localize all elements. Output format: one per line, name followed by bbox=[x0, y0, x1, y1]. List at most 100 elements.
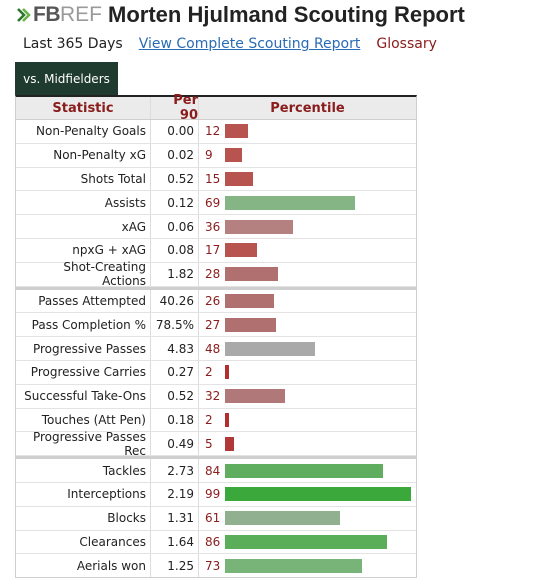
table-row: Non-Penalty xG 0.02 9 bbox=[16, 143, 416, 168]
percentile-bar bbox=[225, 219, 293, 234]
stat-name: Progressive Passes Rec bbox=[16, 430, 151, 458]
stat-name: Tackles bbox=[16, 459, 151, 482]
per90-value: 78.5% bbox=[151, 313, 199, 337]
percentile-value: 26 bbox=[205, 293, 221, 308]
stat-name: Shot-Creating Actions bbox=[16, 260, 151, 288]
percentile-value: 48 bbox=[205, 341, 221, 356]
table-row: Touches (Att Pen) 0.18 2 bbox=[16, 408, 416, 433]
percentile-value: 36 bbox=[205, 219, 221, 234]
column-header-statistic[interactable]: Statistic bbox=[16, 97, 151, 119]
percentile-value: 5 bbox=[205, 436, 213, 451]
percentile-value: 17 bbox=[205, 243, 221, 258]
table-row: Interceptions 2.19 99 bbox=[16, 482, 416, 507]
percentile-cell: 61 bbox=[199, 507, 416, 530]
percentile-value: 32 bbox=[205, 389, 221, 404]
table-row: Progressive Passes Rec 0.49 5 bbox=[16, 430, 416, 458]
logo-fb-text: FB bbox=[33, 3, 61, 26]
per90-value: 2.19 bbox=[151, 482, 199, 506]
percentile-value: 9 bbox=[205, 148, 213, 163]
time-range-label: Last 365 Days bbox=[23, 36, 123, 52]
percentile-value: 15 bbox=[205, 171, 221, 186]
tab-vs-midfielders[interactable]: vs. Midfielders bbox=[15, 62, 118, 95]
percentile-bar bbox=[225, 317, 276, 332]
percentile-value: 2 bbox=[205, 412, 213, 427]
fbref-logo[interactable]: FB REF bbox=[16, 3, 108, 27]
per90-value: 0.52 bbox=[151, 167, 199, 191]
stat-name: Successful Take-Ons bbox=[16, 384, 151, 408]
percentile-value: 69 bbox=[205, 195, 221, 210]
percentile-cell: 5 bbox=[199, 432, 416, 455]
per90-value: 0.27 bbox=[151, 360, 199, 384]
percentile-value: 28 bbox=[205, 267, 221, 282]
percentile-bar bbox=[225, 436, 234, 451]
percentile-bar bbox=[225, 365, 229, 380]
percentile-value: 2 bbox=[205, 365, 213, 380]
percentile-cell: 12 bbox=[199, 120, 416, 143]
table-row: Shots Total 0.52 15 bbox=[16, 167, 416, 192]
percentile-value: 86 bbox=[205, 534, 221, 549]
percentile-cell: 17 bbox=[199, 239, 416, 262]
table-header: Statistic Per 90 Percentile bbox=[16, 93, 416, 123]
per90-value: 0.02 bbox=[151, 143, 199, 167]
percentile-bar bbox=[225, 267, 278, 282]
per90-value: 0.12 bbox=[151, 191, 199, 215]
percentile-cell: 84 bbox=[199, 459, 416, 482]
stat-name: Assists bbox=[16, 191, 151, 215]
percentile-value: 27 bbox=[205, 317, 221, 332]
percentile-bar bbox=[225, 511, 340, 526]
stat-name: Progressive Passes bbox=[16, 337, 151, 360]
table-row: Assists 0.12 69 bbox=[16, 191, 416, 216]
percentile-cell: 36 bbox=[199, 215, 416, 238]
percentile-bar bbox=[225, 171, 253, 186]
percentile-value: 12 bbox=[205, 124, 221, 139]
table-row: Blocks 1.31 61 bbox=[16, 506, 416, 531]
column-header-percentile[interactable]: Percentile bbox=[270, 100, 345, 116]
per90-value: 2.73 bbox=[151, 459, 199, 482]
percentile-cell: 86 bbox=[199, 531, 416, 554]
per90-value: 0.08 bbox=[151, 238, 199, 262]
stat-name: Passes Attempted bbox=[16, 289, 151, 313]
percentile-bar bbox=[225, 558, 362, 573]
per90-value: 0.06 bbox=[151, 215, 199, 238]
percentile-bar bbox=[225, 389, 285, 404]
percentile-bar bbox=[225, 148, 242, 163]
percentile-value: 99 bbox=[205, 487, 221, 502]
percentile-cell: 15 bbox=[199, 168, 416, 191]
table-row: Clearances 1.64 86 bbox=[16, 530, 416, 555]
per90-value: 4.83 bbox=[151, 337, 199, 360]
stat-name: Non-Penalty Goals bbox=[16, 120, 151, 143]
percentile-cell: 27 bbox=[199, 313, 416, 336]
percentile-value: 73 bbox=[205, 558, 221, 573]
percentile-cell: 26 bbox=[199, 290, 416, 313]
percentile-bar bbox=[225, 412, 229, 427]
fbref-logo-icon bbox=[16, 7, 32, 23]
per90-value: 0.00 bbox=[151, 120, 199, 143]
table-body: Non-Penalty Goals 0.00 12 Non-Penalty xG 0.0… bbox=[16, 120, 416, 578]
column-header-per90[interactable]: Per 90 bbox=[151, 93, 199, 123]
page-header: FB REF Morten Hjulmand Scouting Report bbox=[16, 2, 465, 28]
percentile-bar bbox=[225, 487, 411, 502]
percentile-bar bbox=[225, 195, 355, 210]
per90-value: 0.52 bbox=[151, 384, 199, 408]
percentile-cell: 73 bbox=[199, 554, 416, 577]
logo-ref-text: REF bbox=[60, 3, 102, 26]
percentile-cell: 32 bbox=[199, 385, 416, 408]
table-row: npxG + xAG 0.08 17 bbox=[16, 238, 416, 263]
stat-name: xAG bbox=[16, 215, 151, 238]
glossary-link[interactable]: Glossary bbox=[376, 36, 437, 52]
percentile-bar bbox=[225, 463, 383, 478]
stat-name: Non-Penalty xG bbox=[16, 143, 151, 167]
percentile-bar bbox=[225, 341, 315, 356]
per90-value: 0.18 bbox=[151, 408, 199, 432]
percentile-value: 61 bbox=[205, 511, 221, 526]
scouting-table: Statistic Per 90 Percentile Non-Penalty … bbox=[15, 93, 417, 578]
percentile-bar bbox=[225, 293, 274, 308]
table-row: Aerials won 1.25 73 bbox=[16, 554, 416, 578]
table-row: Passes Attempted 40.26 26 bbox=[16, 286, 416, 314]
table-row: xAG 0.06 36 bbox=[16, 215, 416, 239]
complete-report-link[interactable]: View Complete Scouting Report bbox=[138, 36, 361, 52]
subnav: Last 365 Days View Complete Scouting Rep… bbox=[23, 36, 437, 52]
stat-name: Shots Total bbox=[16, 167, 151, 191]
percentile-value: 84 bbox=[205, 463, 221, 478]
percentile-cell: 2 bbox=[199, 361, 416, 384]
